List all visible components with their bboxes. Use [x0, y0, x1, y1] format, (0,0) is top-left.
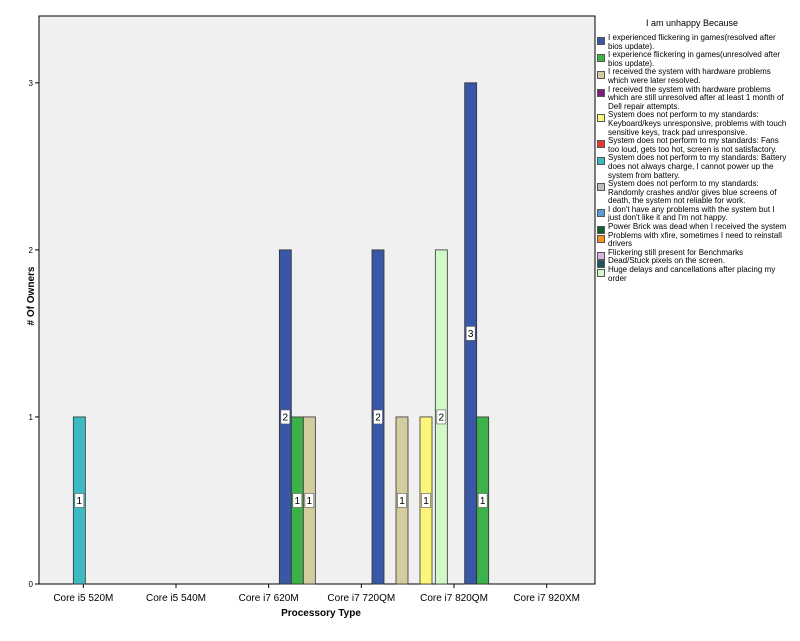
- legend-item: System does not perform to my standards:…: [596, 111, 788, 137]
- legend-item: Huge delays and cancellations after plac…: [596, 265, 788, 283]
- legend-swatch: [597, 88, 605, 97]
- legend-item: System does not perform to my standards:…: [596, 179, 788, 206]
- data-label-box: [465, 326, 476, 341]
- legend-swatch: [597, 183, 605, 192]
- data-label: 2: [439, 412, 445, 423]
- data-label: 1: [423, 496, 429, 507]
- legend-swatch: [597, 140, 605, 149]
- data-label: 2: [375, 412, 381, 423]
- legend-swatch: [597, 114, 605, 123]
- legend-swatch: [597, 208, 605, 217]
- legend-swatch: [597, 226, 605, 235]
- data-label-box: [421, 493, 431, 508]
- legend-item: Power Brick was dead when I received the…: [596, 222, 788, 235]
- data-label: 1: [480, 496, 486, 507]
- data-label: 1: [307, 496, 313, 507]
- data-label: 1: [77, 496, 83, 507]
- legend-label: I received the system with hardware prob…: [608, 84, 784, 111]
- legend-swatch: [597, 251, 605, 260]
- legend-label: Flickering still present for Benchmarks: [608, 247, 744, 257]
- legend-item: I received the system with hardware prob…: [596, 68, 788, 85]
- y-tick-label: 3: [29, 79, 34, 88]
- legend-swatch: [597, 37, 605, 45]
- legend-label: Huge delays and cancellations after plac…: [608, 265, 776, 283]
- legend-label: Dead/Stuck pixels on the screen.: [608, 256, 725, 266]
- legend-swatch: [597, 157, 605, 166]
- y-tick-label: 2: [29, 246, 34, 255]
- x-tick-label: Core i7 620M: [239, 593, 299, 604]
- legend-label: I received the system with hardware prob…: [608, 67, 771, 85]
- legend-swatch: [597, 269, 605, 278]
- legend-items: I experienced flickering in games(resolv…: [596, 33, 788, 283]
- legend-swatch: [597, 71, 605, 80]
- legend-label: System does not perform to my standards:…: [608, 136, 779, 154]
- x-tick-label: Core i7 720QM: [327, 593, 395, 604]
- legend-swatch: [597, 54, 605, 63]
- data-label: 2: [283, 412, 289, 423]
- data-label: 3: [468, 329, 474, 340]
- data-label-box: [280, 409, 291, 425]
- plot-area: [38, 15, 596, 585]
- data-label-box: [74, 493, 85, 508]
- data-label: 1: [399, 496, 405, 507]
- y-axis: 0 1 2 3: [29, 79, 39, 589]
- legend-item: Flickering still present for Benchmarks: [596, 247, 788, 260]
- legend-item: I received the system with hardware prob…: [596, 84, 788, 112]
- y-tick-label: 1: [29, 413, 34, 422]
- data-label-box: [304, 493, 315, 508]
- x-axis-title: Processory Type: [281, 608, 361, 619]
- legend-label: System does not perform to my standards:…: [608, 153, 787, 180]
- legend-swatch: [597, 260, 605, 269]
- legend-item: Problems with xfire, sometimes I need to…: [596, 230, 788, 249]
- y-axis-title: # Of Owners: [26, 266, 37, 325]
- legend-label: System does not perform to my standards:…: [608, 110, 787, 137]
- legend-label: System does not perform to my standards:…: [608, 179, 777, 206]
- y-tick-label: 0: [29, 580, 34, 589]
- x-tick-label: Core i7 920XM: [513, 593, 580, 604]
- legend-title: I am unhappy Because: [645, 18, 739, 28]
- data-label-box: [397, 493, 407, 508]
- legend-item: I experienced flickering in games(resolv…: [596, 33, 788, 51]
- x-tick-label: Core i5 520M: [53, 593, 113, 604]
- x-axis: Core i5 520M Core i5 540M Core i7 620M Core…: [53, 584, 580, 604]
- data-label-box: [292, 493, 303, 508]
- x-tick-label: Core i7 820QM: [420, 593, 488, 604]
- data-label-box: [373, 409, 383, 425]
- legend-label: Problems with xfire, sometimes I need to…: [608, 230, 782, 249]
- data-label-box: [477, 493, 488, 508]
- legend-item: I don't have any problems with the syste…: [596, 204, 788, 223]
- legend-label: I don't have any problems with the syste…: [608, 204, 775, 223]
- legend-item: Dead/Stuck pixels on the screen.: [596, 256, 788, 269]
- data-label-box: [436, 409, 447, 425]
- legend-label: I experienced flickering in games(resolv…: [608, 33, 776, 51]
- legend-item: System does not perform to my standards:…: [596, 136, 788, 154]
- data-label: 1: [295, 496, 301, 507]
- legend-item: System does not perform to my standards:…: [596, 153, 788, 180]
- legend: I am unhappy Because I experienced flick…: [596, 18, 788, 283]
- legend-label: Power Brick was dead when I received the…: [608, 222, 787, 232]
- legend-label: I experience flickering in games(unresol…: [608, 50, 781, 68]
- legend-swatch: [597, 234, 605, 243]
- data-labels: 2 231 11 1 112: [74, 326, 488, 508]
- x-tick-label: Core i5 540M: [146, 593, 206, 604]
- legend-item: I experience flickering in games(unresol…: [596, 50, 788, 68]
